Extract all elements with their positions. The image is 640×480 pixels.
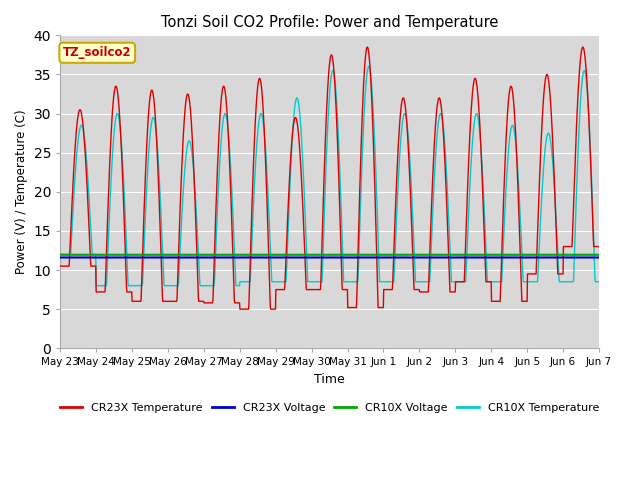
X-axis label: Time: Time	[314, 373, 345, 386]
Y-axis label: Power (V) / Temperature (C): Power (V) / Temperature (C)	[15, 109, 28, 274]
Text: TZ_soilco2: TZ_soilco2	[63, 46, 132, 60]
Title: Tonzi Soil CO2 Profile: Power and Temperature: Tonzi Soil CO2 Profile: Power and Temper…	[161, 15, 499, 30]
Legend: CR23X Temperature, CR23X Voltage, CR10X Voltage, CR10X Temperature: CR23X Temperature, CR23X Voltage, CR10X …	[56, 399, 604, 418]
